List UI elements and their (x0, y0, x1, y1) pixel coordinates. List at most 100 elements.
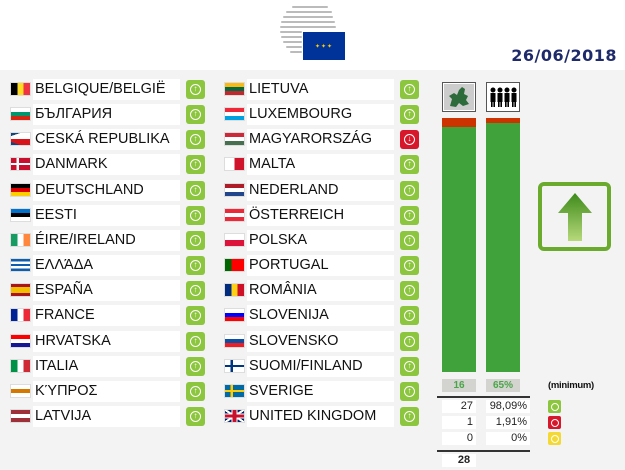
no-percent: 1,91% (486, 416, 530, 429)
country-row: UNITED KINGDOM ↑ (224, 405, 424, 427)
country-row: NEDERLAND ↑ (224, 179, 424, 201)
country-flag-icon (224, 82, 245, 96)
member-states-against-segment (442, 118, 476, 128)
vote-yes-icon: ↑ (400, 356, 419, 376)
country-flag-icon (224, 182, 245, 197)
country-flag-icon (10, 207, 31, 222)
vote-yes-icon: ↑ (400, 180, 419, 200)
country-name: SUOMI/FINLAND (247, 355, 394, 377)
abstain-count: 0 (442, 432, 476, 445)
country-flag-icon (224, 232, 245, 247)
vote-yes-icon: ↑ (400, 80, 419, 99)
country-row: ITALIA ↑ (10, 355, 210, 377)
country-flag-icon (10, 383, 31, 398)
abstain-status-icon (548, 432, 561, 445)
vote-yes-icon: ↑ (400, 306, 419, 326)
council-logo: ✦✦✦ (280, 2, 350, 60)
vote-yes-icon: ↑ (400, 230, 419, 250)
country-name: FRANCE (33, 305, 180, 327)
vote-yes-icon: ↑ (400, 331, 419, 351)
vote-yes-icon: ↑ (400, 105, 419, 125)
vote-yes-icon: ↑ (186, 105, 205, 125)
country-flag-icon (224, 207, 245, 222)
vote-yes-icon: ↑ (400, 381, 419, 401)
country-name: ΚΎΠΡΟΣ (33, 380, 180, 402)
country-row: SLOVENIJA ↑ (224, 305, 424, 327)
country-row: ÉIRE/IRELAND ↑ (10, 229, 210, 251)
country-name: ÖSTERREICH (247, 204, 394, 226)
country-flag-icon (10, 132, 31, 147)
vote-yes-icon: ↑ (400, 281, 419, 301)
total-count: 28 (442, 454, 476, 467)
vote-yes-icon: ↑ (186, 306, 205, 326)
country-flag-icon (224, 408, 245, 423)
country-flag-icon (224, 283, 245, 298)
eu-flag-icon: ✦✦✦ (303, 32, 345, 60)
country-row: ÖSTERREICH ↑ (224, 204, 424, 226)
country-name: DANMARK (33, 154, 180, 176)
vote-yes-icon: ↑ (400, 256, 419, 276)
member-states-map-icon (442, 82, 476, 112)
vote-yes-icon: ↑ (400, 205, 419, 225)
vote-yes-icon: ↑ (186, 256, 205, 276)
country-row: SLOVENSKO ↑ (224, 330, 424, 352)
yes-count: 27 (442, 400, 476, 413)
country-flag-icon (10, 107, 31, 122)
country-flag-icon (10, 82, 31, 96)
country-row: ΕΛΛΆΔΑ ↑ (10, 255, 210, 277)
country-row: LIETUVA ↑ (224, 79, 424, 100)
country-name: BELGIQUE/BELGIË (33, 79, 180, 100)
country-name: LUXEMBOURG (247, 104, 394, 126)
country-name: ÉIRE/IRELAND (33, 229, 180, 251)
country-row: CESKÁ REPUBLIKA ↑ (10, 129, 210, 151)
population-threshold: 65% (486, 379, 520, 392)
country-name: HRVATSKA (33, 330, 180, 352)
country-flag-icon (224, 358, 245, 373)
no-status-icon (548, 416, 561, 429)
yes-percent: 98,09% (486, 400, 530, 413)
country-flag-icon (10, 258, 31, 273)
vote-yes-icon: ↑ (186, 80, 205, 99)
vote-yes-icon: ↑ (186, 180, 205, 200)
country-row: ROMÂNIA ↑ (224, 280, 424, 302)
country-flag-icon (10, 283, 31, 298)
vote-yes-icon: ↑ (186, 130, 205, 150)
country-row: ΚΎΠΡΟΣ ↑ (10, 380, 210, 402)
outcome-adopted-arrow-icon (538, 182, 611, 251)
country-flag-icon (224, 157, 245, 172)
vote-yes-icon: ↑ (186, 230, 205, 250)
member-states-bar (442, 118, 476, 372)
no-count: 1 (442, 416, 476, 429)
country-flag-icon (10, 308, 31, 323)
country-flag-icon (224, 308, 245, 323)
country-flag-icon (224, 258, 245, 273)
country-name: LATVIJA (33, 405, 180, 427)
vote-yes-icon: ↑ (186, 331, 205, 351)
country-name: SVERIGE (247, 380, 394, 402)
country-flag-icon (10, 232, 31, 247)
country-flag-icon (10, 182, 31, 197)
country-row: SVERIGE ↑ (224, 380, 424, 402)
vote-yes-icon: ↑ (400, 155, 419, 175)
country-name: PORTUGAL (247, 255, 394, 277)
yes-status-icon (548, 400, 561, 413)
country-flag-icon (10, 358, 31, 373)
country-row: HRVATSKA ↑ (10, 330, 210, 352)
country-row: LUXEMBOURG ↑ (224, 104, 424, 126)
country-name: ROMÂNIA (247, 280, 394, 302)
country-flag-icon (10, 333, 31, 348)
country-name: LIETUVA (247, 79, 394, 100)
country-row: LATVIJA ↑ (10, 405, 210, 427)
member-states-threshold: 16 (442, 379, 476, 392)
country-name: EESTI (33, 204, 180, 226)
country-name: ITALIA (33, 355, 180, 377)
country-row: ESPAÑA ↑ (10, 280, 210, 302)
country-row: FRANCE ↑ (10, 305, 210, 327)
country-name: SLOVENIJA (247, 305, 394, 327)
country-row: PORTUGAL ↑ (224, 255, 424, 277)
country-name: POLSKA (247, 229, 394, 251)
country-name: NEDERLAND (247, 179, 394, 201)
minimum-label: (minimum) (548, 380, 594, 391)
country-row: DANMARK ↑ (10, 154, 210, 176)
vote-no-icon: ↓ (400, 130, 419, 150)
